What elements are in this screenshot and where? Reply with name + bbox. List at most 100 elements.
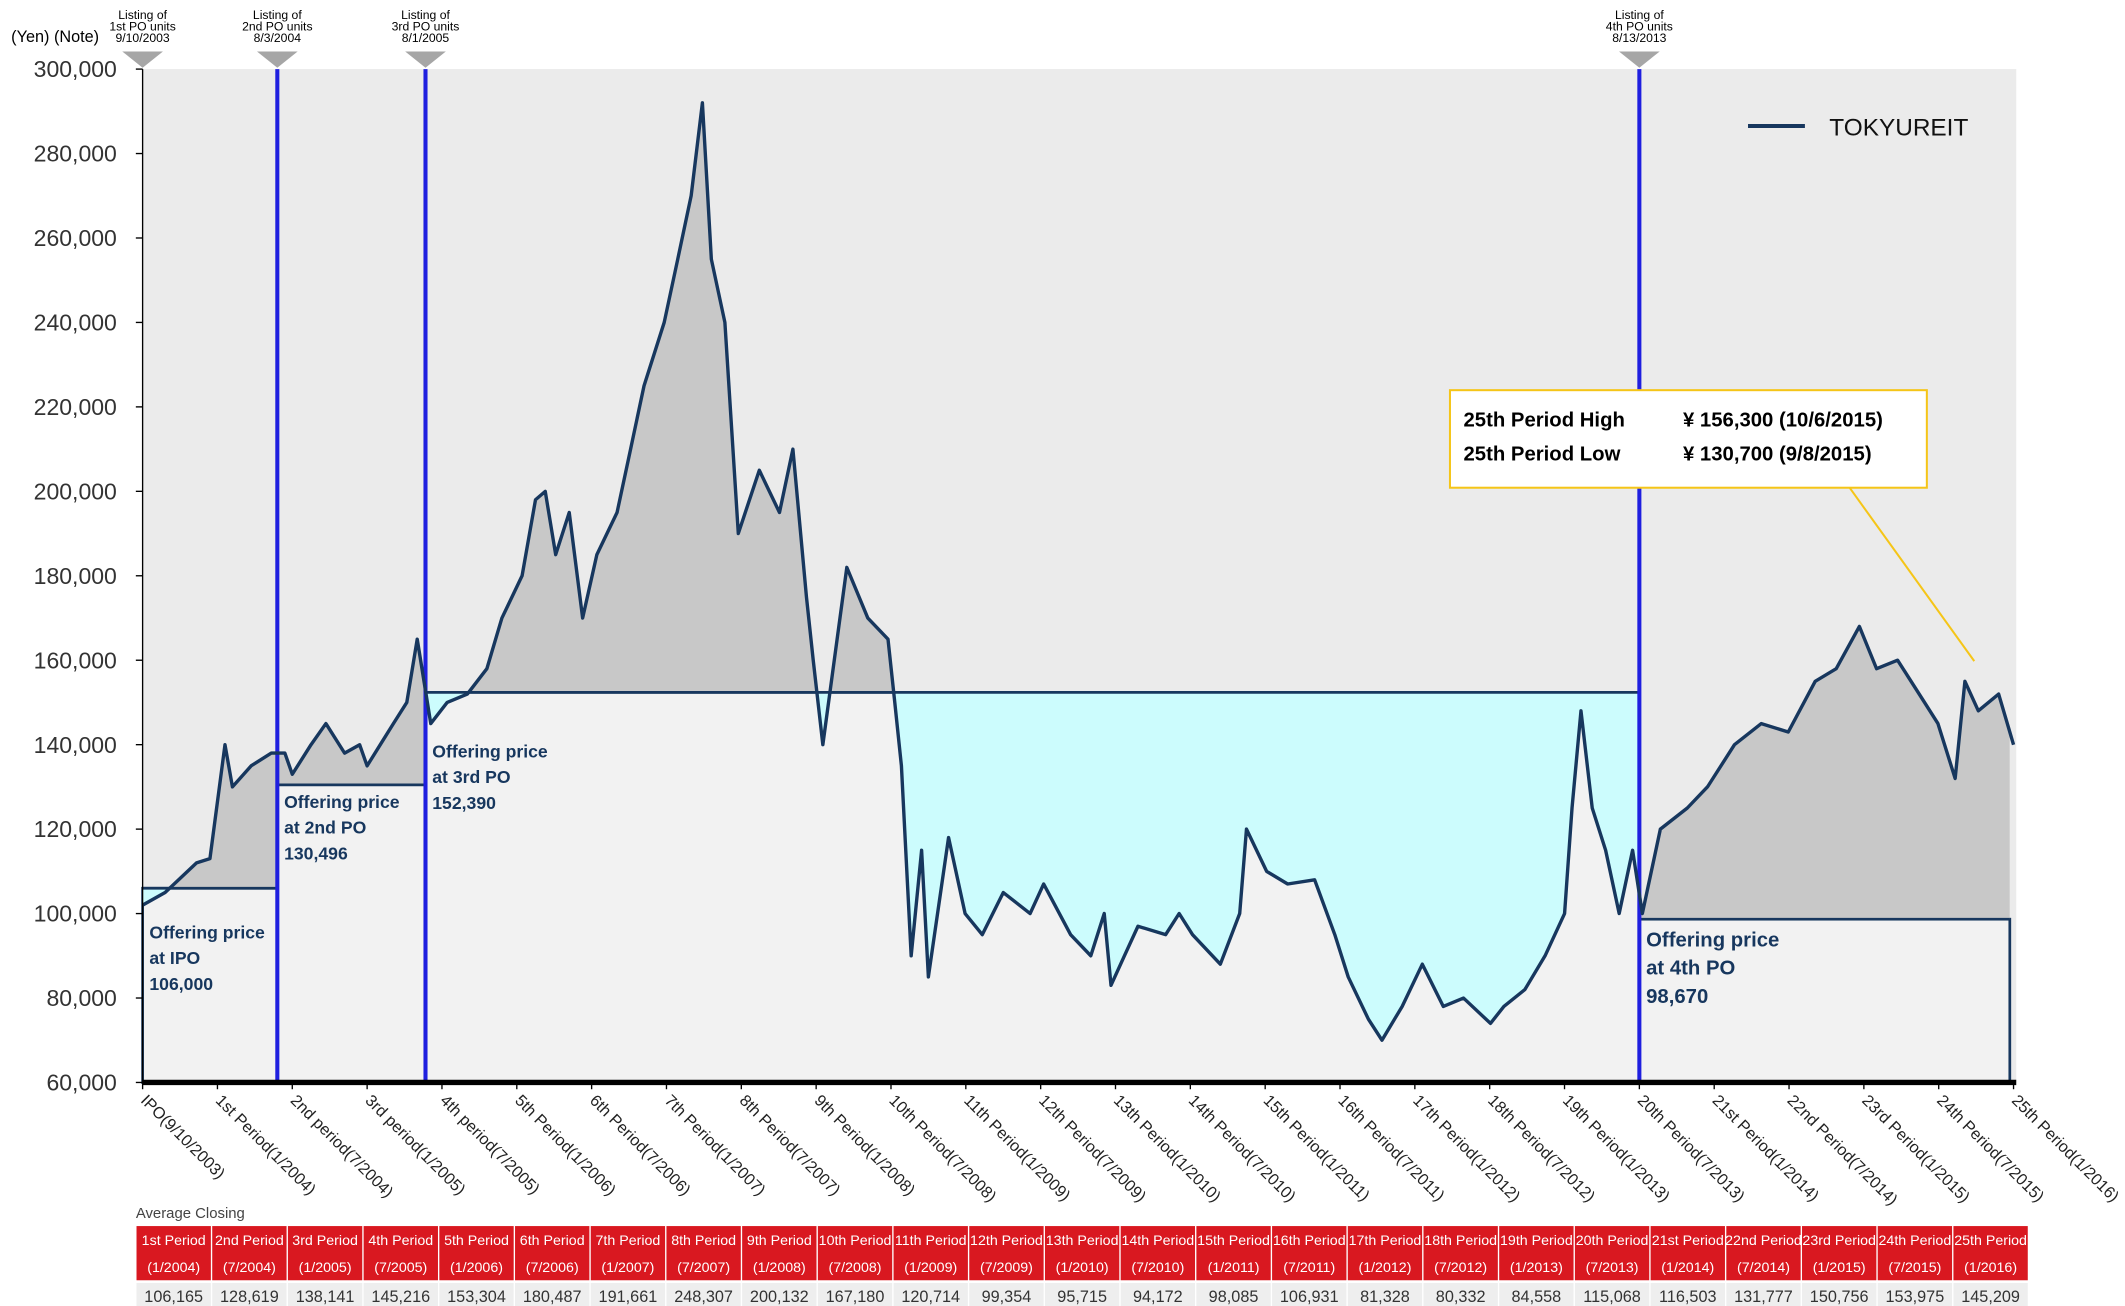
table-value-cell (1726, 1282, 1801, 1306)
table-value: 131,777 (1734, 1288, 1793, 1306)
table-value-cell (1650, 1282, 1725, 1306)
listing-label: 9/10/2003 (115, 31, 169, 45)
table-date: (7/2010) (1131, 1260, 1184, 1276)
table-header-cell (1574, 1226, 1650, 1281)
offering-value-label: 106,000 (149, 974, 213, 994)
y-tick-label: 200,000 (34, 478, 117, 504)
table-value: 145,209 (1961, 1288, 2020, 1306)
table-value: 81,328 (1360, 1288, 1410, 1306)
table-value: 180,487 (523, 1288, 582, 1306)
table-value-cell (1120, 1282, 1196, 1306)
table-period: 23rd Period (1802, 1233, 1876, 1249)
table-period: 20th Period (1576, 1233, 1649, 1249)
annotation-label: 25th Period High (1464, 410, 1625, 432)
offering-label: at 3rd PO (432, 767, 510, 787)
table-value: 138,141 (296, 1288, 355, 1306)
table-value-cell (1802, 1282, 1877, 1306)
area-below-offering (142, 888, 278, 906)
table-header-cell (287, 1226, 363, 1281)
table-date: (7/2005) (374, 1260, 427, 1276)
table-period: 15th Period (1197, 1233, 1270, 1249)
table-period: 11th Period (895, 1233, 967, 1249)
table-header-cell (363, 1226, 438, 1281)
table-value-cell (1499, 1282, 1574, 1306)
table-value-cell (439, 1282, 514, 1306)
y-tick-label: 240,000 (34, 310, 117, 336)
table-header-cell (969, 1226, 1044, 1281)
table-date: (7/2008) (829, 1260, 882, 1276)
listing-label: 1st PO units (109, 19, 175, 33)
table-header-cell (1877, 1226, 1953, 1281)
table-date: (1/2004) (147, 1260, 200, 1276)
table-date: (1/2005) (299, 1260, 352, 1276)
table-value: 145,216 (371, 1288, 430, 1306)
price-line (141, 101, 2016, 1042)
table-header-cell (1196, 1226, 1271, 1281)
table-date: (7/2009) (980, 1260, 1033, 1276)
listing-label: 8/3/2004 (254, 31, 302, 45)
table-value-cell (1044, 1282, 1120, 1306)
y-tick-label: 180,000 (34, 563, 117, 589)
table-header-cell (1272, 1226, 1347, 1281)
offering-label: at 4th PO (1646, 958, 1735, 980)
y-tick-label: 300,000 (34, 56, 117, 82)
table-header-cell (1650, 1226, 1725, 1281)
table-period: 3rd Period (292, 1233, 358, 1249)
listing-label: Listing of (253, 8, 302, 22)
table-period: 21st Period (1652, 1233, 1724, 1249)
table-header-cell (515, 1226, 590, 1281)
table-date: (1/2015) (1813, 1260, 1866, 1276)
table-date: (1/2014) (1661, 1260, 1714, 1276)
table-date: (1/2011) (1208, 1260, 1260, 1276)
table-value-cell (742, 1282, 817, 1306)
table-value: 248,307 (674, 1288, 733, 1306)
table-period: 4th Period (368, 1233, 433, 1249)
table-header-cell (893, 1226, 968, 1281)
annotation-value: ¥ 130,700 (9/8/2015) (1683, 444, 1872, 466)
table-period: 19th Period (1500, 1233, 1573, 1249)
offering-label: Offering price (284, 792, 400, 812)
offering-label: at 2nd PO (284, 818, 366, 838)
table-value: 116,503 (1659, 1288, 1717, 1306)
table-date: (7/2012) (1434, 1260, 1487, 1276)
table-date: (7/2011) (1283, 1260, 1335, 1276)
table-value-cell (136, 1282, 211, 1306)
table-period: 18th Period (1424, 1233, 1497, 1249)
table-title: Average Closing (136, 1206, 245, 1222)
table-date: (1/2009) (904, 1260, 957, 1276)
listing-label: Listing of (118, 8, 167, 22)
table-value: 153,975 (1886, 1288, 1945, 1306)
table-value: 95,715 (1057, 1288, 1107, 1306)
table-date: (1/2008) (753, 1260, 806, 1276)
table-header-cell (666, 1226, 741, 1281)
y-tick-label: 80,000 (46, 985, 116, 1011)
table-period: 25th Period (1954, 1233, 2027, 1249)
offering-label: Offering price (432, 741, 548, 761)
table-value: 106,165 (144, 1288, 203, 1306)
table-header-cell (1802, 1226, 1877, 1281)
listing-label: 8/1/2005 (402, 31, 450, 45)
table-value: 191,661 (599, 1288, 658, 1306)
table-date: (1/2013) (1510, 1260, 1563, 1276)
table-value: 128,619 (220, 1288, 279, 1306)
y-tick-label: 160,000 (34, 647, 117, 673)
area-above-offering (1639, 626, 2010, 920)
table-header-cell (1044, 1226, 1120, 1281)
table-date: (7/2006) (526, 1260, 579, 1276)
listing-marker (405, 51, 446, 68)
table-value: 98,085 (1209, 1288, 1259, 1306)
table-value: 115,068 (1583, 1288, 1641, 1306)
offering-box (141, 886, 279, 1084)
table-period: 6th Period (520, 1233, 585, 1249)
listing-label: Listing of (1615, 8, 1664, 22)
offering-label: Offering price (1646, 929, 1779, 951)
offering-box (1638, 917, 2012, 1084)
table-value: 80,332 (1436, 1288, 1486, 1306)
table-value-cell (1196, 1282, 1271, 1306)
annotation-leader (1848, 487, 1976, 662)
table-value-cell (590, 1282, 666, 1306)
table-period: 8th Period (671, 1233, 736, 1249)
legend-label: TOKYUREIT (1829, 114, 1968, 141)
table-period: 2nd Period (215, 1233, 284, 1249)
